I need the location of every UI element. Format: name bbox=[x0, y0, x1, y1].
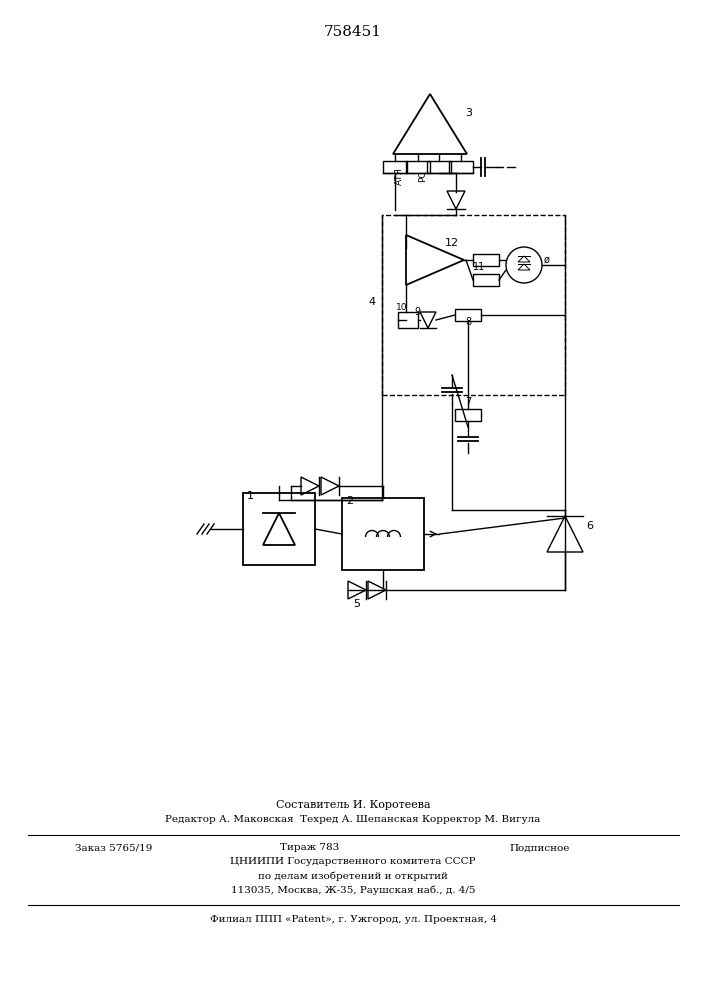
Text: Заказ 5765/19: Заказ 5765/19 bbox=[75, 844, 153, 852]
Text: 7: 7 bbox=[465, 397, 471, 407]
Text: 4: 4 bbox=[368, 297, 375, 307]
Text: 2: 2 bbox=[346, 496, 353, 506]
Text: 1: 1 bbox=[247, 491, 254, 501]
Text: 5: 5 bbox=[354, 599, 361, 609]
Bar bbox=[342, 498, 424, 570]
Text: 12: 12 bbox=[445, 237, 459, 247]
Bar bbox=[455, 309, 481, 321]
Text: АТЯ: АТЯ bbox=[395, 167, 404, 185]
Bar bbox=[473, 274, 499, 286]
Text: 3: 3 bbox=[465, 108, 472, 118]
Text: 113035, Москва, Ж-35, Раушская наб., д. 4/5: 113035, Москва, Ж-35, Раушская наб., д. … bbox=[230, 885, 475, 895]
Bar bbox=[406, 161, 430, 173]
Text: ЦНИИПИ Государственного комитета СССР: ЦНИИПИ Государственного комитета СССР bbox=[230, 857, 476, 866]
Bar bbox=[398, 312, 418, 328]
Text: Редактор А. Маковская  Техред А. Шепанская Корректор М. Вигула: Редактор А. Маковская Техред А. Шепанска… bbox=[165, 816, 541, 824]
Bar bbox=[382, 215, 565, 395]
Bar bbox=[449, 161, 473, 173]
Text: 9: 9 bbox=[414, 307, 420, 317]
Text: 10: 10 bbox=[396, 303, 407, 312]
Text: РС: РС bbox=[418, 170, 427, 182]
Text: Тираж 783: Тираж 783 bbox=[281, 844, 339, 852]
Text: 8: 8 bbox=[465, 317, 471, 327]
Text: ø: ø bbox=[544, 255, 550, 265]
Text: 11: 11 bbox=[473, 262, 485, 272]
Bar bbox=[243, 493, 315, 565]
Bar bbox=[383, 161, 407, 173]
Text: Филиал ППП «Patent», г. Ужгород, ул. Проектная, 4: Филиал ППП «Patent», г. Ужгород, ул. Про… bbox=[209, 916, 496, 924]
Text: Подписное: Подписное bbox=[510, 844, 570, 852]
Bar bbox=[427, 161, 451, 173]
Text: 758451: 758451 bbox=[324, 25, 382, 39]
Text: Составитель И. Коротеева: Составитель И. Коротеева bbox=[276, 800, 431, 810]
Bar bbox=[473, 254, 499, 266]
Text: 6: 6 bbox=[586, 521, 593, 531]
Text: по делам изобретений и открытий: по делам изобретений и открытий bbox=[258, 871, 448, 881]
Bar bbox=[455, 409, 481, 421]
